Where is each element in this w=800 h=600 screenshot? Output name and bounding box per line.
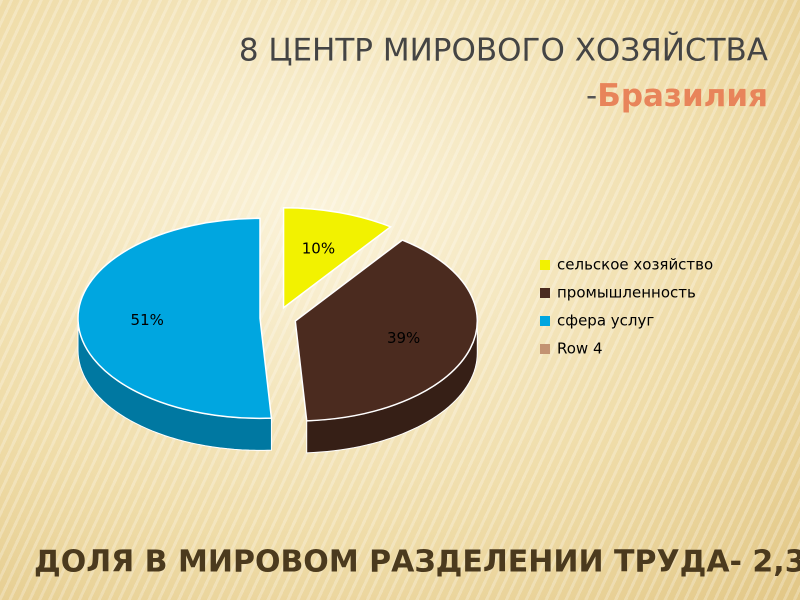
slice xyxy=(282,206,393,310)
legend-label: промышленность xyxy=(557,284,696,302)
slice xyxy=(294,239,478,422)
slice xyxy=(77,217,273,420)
subtitle-text: Бразилия xyxy=(597,78,768,114)
legend-swatch xyxy=(540,260,550,270)
legend-swatch xyxy=(540,316,550,326)
chart-subtitle: -Бразилия xyxy=(586,78,768,114)
subtitle-prefix: - xyxy=(586,78,597,114)
chart-title: 8 ЦЕНТР МИРОВОГО ХОЗЯЙСТВА xyxy=(239,33,768,69)
legend-label: сфера услуг xyxy=(557,312,654,330)
data-label: 39% xyxy=(387,329,420,347)
legend-swatch xyxy=(540,288,550,298)
legend-label: Row 4 xyxy=(557,340,603,358)
legend-swatch xyxy=(540,344,550,354)
data-label: 51% xyxy=(131,311,164,329)
legend-label: сельское хозяйство xyxy=(557,256,713,274)
footer-text: ДОЛЯ В МИРОВОМ РАЗДЕЛЕНИИ ТРУДА- 2,3% xyxy=(34,545,800,580)
data-label: 10% xyxy=(302,239,335,257)
